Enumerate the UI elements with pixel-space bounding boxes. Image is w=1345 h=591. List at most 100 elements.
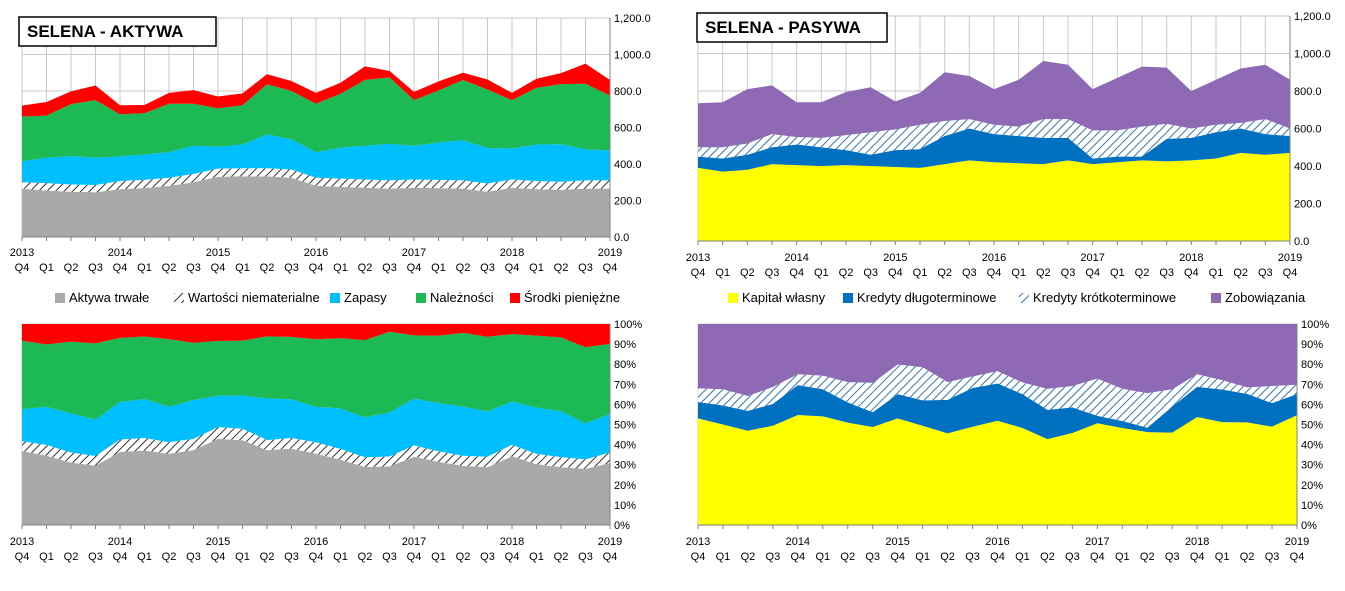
- x-tick-quarter: Q2: [839, 267, 854, 279]
- legend-label: Środki pieniężne: [524, 290, 620, 305]
- x-tick-quarter: Q4: [603, 551, 618, 563]
- area-kapital-wlasny: [698, 152, 1290, 241]
- x-tick-year: 2016: [304, 536, 328, 548]
- y-tick-label: 90%: [1301, 339, 1323, 351]
- legend-swatch: [330, 293, 340, 303]
- y-tick-label: 0%: [1301, 520, 1317, 532]
- x-tick-quarter: Q1: [1110, 267, 1125, 279]
- y-tick-label: 600.0: [614, 123, 642, 135]
- x-tick-quarter: Q1: [1209, 267, 1224, 279]
- x-tick-quarter: Q1: [715, 267, 730, 279]
- y-tick-label: 1,200.0: [1294, 11, 1331, 23]
- y-tick-label: 100%: [614, 319, 642, 331]
- x-tick-year: 2018: [1185, 536, 1209, 548]
- x-tick-year: 2017: [1085, 536, 1109, 548]
- x-tick-year: 2018: [500, 247, 524, 259]
- x-tick-quarter: Q4: [1184, 267, 1199, 279]
- x-tick-quarter: Q1: [716, 551, 731, 563]
- pasywa-legend: Kapitał własny Kredyty długoterminowe Kred…: [728, 290, 1306, 305]
- x-tick-quarter: Q4: [113, 551, 128, 563]
- x-tick-quarter: Q4: [790, 551, 805, 563]
- x-tick-quarter: Q3: [765, 267, 780, 279]
- x-tick-quarter: Q3: [186, 551, 201, 563]
- x-tick-year: 2017: [402, 247, 426, 259]
- x-tick-year: 2016: [304, 247, 328, 259]
- x-tick-quarter: Q4: [1190, 551, 1205, 563]
- x-tick-quarter: Q4: [691, 551, 706, 563]
- x-tick-quarter: Q4: [211, 551, 226, 563]
- x-tick-quarter: Q1: [1115, 551, 1130, 563]
- x-tick-year: 2015: [206, 536, 230, 548]
- y-tick-label: 0.0: [614, 232, 629, 244]
- area-kredyty-krotkoterminowe: [698, 119, 1290, 159]
- x-tick-quarter: Q3: [1258, 267, 1273, 279]
- x-tick-quarter: Q3: [578, 262, 593, 274]
- y-tick-label: 80%: [1301, 359, 1323, 371]
- area-kredyty-dlugoterminowe: [698, 128, 1290, 172]
- pasywa-absolute-chart: 0.0 200.0 400.0 600.0 800.0 1,000.0 1,200.0 Q4 2…: [686, 11, 1331, 279]
- x-tick-quarter: Q4: [890, 551, 905, 563]
- x-tick-quarter: Q2: [554, 262, 569, 274]
- x-tick-quarter: Q4: [407, 262, 422, 274]
- x-tick-quarter: Q2: [741, 551, 756, 563]
- area-wartosci-niematerialne: [22, 168, 610, 193]
- x-tick-quarter: Q2: [940, 551, 955, 563]
- x-tick-quarter: Q1: [814, 267, 829, 279]
- chart-title: SELENA - AKTYWA: [27, 22, 183, 41]
- x-tick-quarter: Q1: [529, 551, 544, 563]
- x-tick-year: 2017: [402, 536, 426, 548]
- x-tick-quarter: Q2: [162, 262, 177, 274]
- x-tick-year: 2014: [784, 252, 808, 264]
- x-tick-quarter: Q4: [309, 551, 324, 563]
- y-tick-label: 60%: [1301, 399, 1323, 411]
- x-tick-quarter: Q2: [1036, 267, 1051, 279]
- x-tick-quarter: Q4: [1085, 267, 1100, 279]
- x-tick-quarter: Q2: [1240, 551, 1255, 563]
- legend-label: Kredyty krótkoterminowe: [1033, 290, 1176, 305]
- y-tick-label: 30%: [614, 460, 636, 472]
- legend-label: Wartości niematerialne: [188, 290, 320, 305]
- x-tick-quarter: Q2: [64, 551, 79, 563]
- x-tick-quarter: Q2: [554, 551, 569, 563]
- x-tick-quarter: Q3: [1159, 267, 1174, 279]
- x-tick-quarter: Q1: [235, 551, 250, 563]
- x-tick-year: 2018: [1179, 252, 1203, 264]
- x-tick-year: 2014: [786, 536, 810, 548]
- x-tick-year: 2013: [686, 252, 710, 264]
- x-tick-quarter: Q1: [1215, 551, 1230, 563]
- x-tick-year: 2015: [206, 247, 230, 259]
- legend-label: Kredyty długoterminowe: [857, 290, 996, 305]
- x-tick-quarter: Q3: [962, 267, 977, 279]
- y-tick-label: 70%: [614, 379, 636, 391]
- x-tick-quarter: Q2: [456, 262, 471, 274]
- x-tick-quarter: Q4: [505, 262, 520, 274]
- x-tick-year: 2015: [885, 536, 909, 548]
- x-tick-quarter: Q1: [815, 551, 830, 563]
- x-tick-quarter: Q4: [1283, 267, 1298, 279]
- y-tick-label: 10%: [1301, 500, 1323, 512]
- area-kredyty-krotkoterminowe: [698, 364, 1297, 428]
- x-tick-quarter: Q3: [480, 262, 495, 274]
- area-wartosci-niematerialne: [22, 427, 610, 469]
- chart-title-box: [18, 16, 217, 47]
- y-tick-label: 10%: [614, 500, 636, 512]
- x-tick-quarter: Q2: [1140, 551, 1155, 563]
- legend-swatch: [1019, 293, 1029, 303]
- area-srodki-pieniezne: [22, 63, 610, 117]
- x-tick-year: 2019: [1285, 536, 1309, 548]
- y-tick-label: 800.0: [614, 86, 642, 98]
- x-tick-quarter: Q3: [284, 262, 299, 274]
- area-kredyty-dlugoterminowe: [698, 383, 1297, 440]
- legend-label: Aktywa trwałe: [69, 290, 149, 305]
- x-tick-quarter: Q2: [840, 551, 855, 563]
- x-tick-quarter: Q3: [766, 551, 781, 563]
- x-tick-quarter: Q2: [937, 267, 952, 279]
- x-tick-year: 2016: [982, 252, 1006, 264]
- x-tick-quarter: Q1: [431, 551, 446, 563]
- y-tick-label: 40%: [1301, 440, 1323, 452]
- x-tick-quarter: Q3: [1165, 551, 1180, 563]
- legend-swatch: [1211, 293, 1221, 303]
- y-tick-label: 30%: [1301, 460, 1323, 472]
- x-tick-quarter: Q4: [505, 551, 520, 563]
- x-tick-year: 2019: [598, 247, 622, 259]
